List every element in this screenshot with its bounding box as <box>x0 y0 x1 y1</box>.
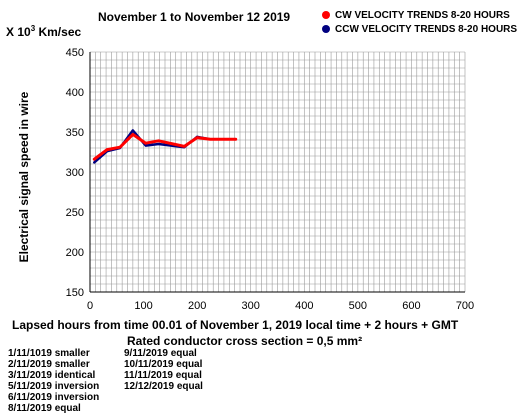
note-item: 5/11/2019 inversion <box>8 381 100 392</box>
y-unit-prefix: X 10 <box>6 25 31 39</box>
x-tick-label: 200 <box>188 300 206 312</box>
notes-left: 1/11/1019 smaller 2/11/2019 smaller 3/11… <box>8 348 99 414</box>
note-item: 1/11/1019 smaller <box>8 348 90 359</box>
x-axis-label: Lapsed hours from time 00.01 of November… <box>12 318 459 332</box>
x-tick-label: 700 <box>456 300 474 312</box>
y-tick-label: 250 <box>66 207 84 219</box>
y-tick-label: 300 <box>66 167 84 179</box>
note-item: 8/11/2019 equal <box>8 403 81 414</box>
legend-item-ccw: CCW VELOCITY TRENDS 8-20 HOURS <box>322 22 517 36</box>
y-axis-unit: X 103 Km/sec <box>6 24 81 39</box>
x-tick-label: 400 <box>295 300 313 312</box>
y-axis-title: Electrical signal speed in wire <box>17 91 31 262</box>
series-line-cw <box>92 132 238 161</box>
legend-label-cw: CW VELOCITY TRENDS 8-20 HOURS <box>335 9 510 21</box>
notes-right: 9/11/2019 equal 10/11/2019 equal 11/11/2… <box>124 348 203 392</box>
y-unit-exponent: 3 <box>30 24 36 33</box>
note-item: 10/11/2019 equal <box>124 359 203 370</box>
x-tick-label: 500 <box>349 300 367 312</box>
x-tick-label: 600 <box>402 300 420 312</box>
cross-section-note: Rated conductor cross section = 0,5 mm² <box>127 334 363 348</box>
note-item: 12/12/2019 equal <box>124 381 203 392</box>
y-unit-suffix: Km/sec <box>35 25 82 39</box>
note-item: 9/11/2019 equal <box>124 348 197 359</box>
y-tick-label: 150 <box>66 287 84 299</box>
chart-legend: CW VELOCITY TRENDS 8-20 HOURS CCW VELOCI… <box>322 8 517 36</box>
note-item: 6/11/2019 inversion <box>8 392 100 403</box>
note-item: 2/11/2019 smaller <box>8 359 90 370</box>
y-tick-label: 350 <box>66 127 84 139</box>
legend-marker-cw <box>322 11 330 19</box>
chart-title: November 1 to November 12 2019 <box>98 10 291 24</box>
x-tick-label: 300 <box>242 300 260 312</box>
legend-label-ccw: CCW VELOCITY TRENDS 8-20 HOURS <box>335 23 518 35</box>
y-tick-label: 400 <box>66 87 84 99</box>
x-tick-label: 100 <box>134 300 152 312</box>
legend-marker-ccw <box>322 25 330 33</box>
note-item: 3/11/2019 identical <box>8 370 96 381</box>
y-tick-label: 200 <box>66 247 84 259</box>
y-tick-label: 450 <box>66 47 84 59</box>
note-item: 11/11/2019 equal <box>124 370 202 381</box>
x-tick-label: 0 <box>87 300 93 312</box>
legend-item-cw: CW VELOCITY TRENDS 8-20 HOURS <box>322 8 517 22</box>
